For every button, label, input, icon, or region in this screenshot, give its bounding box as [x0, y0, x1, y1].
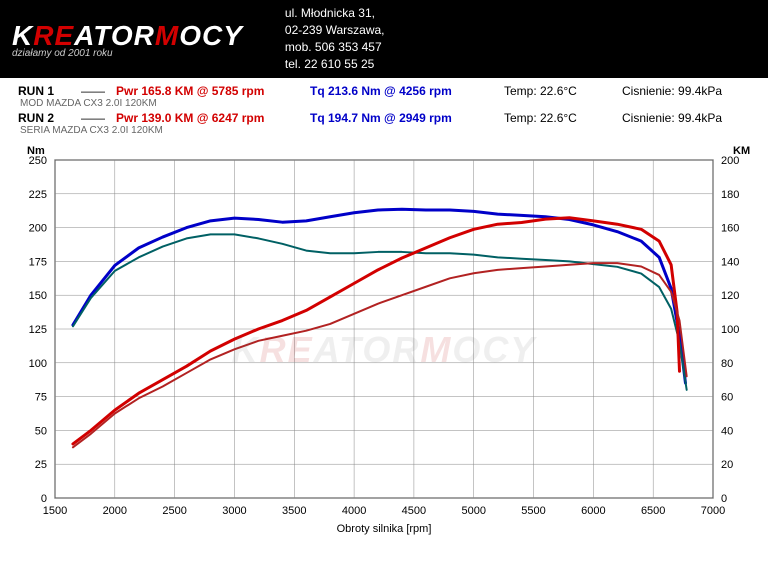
- run-car-description: MOD MAZDA CX3 2.0I 120KM: [20, 98, 750, 109]
- run-row: RUN 1 —— Pwr 165.8 KM @ 5785 rpm Tq 213.…: [18, 84, 750, 98]
- run-torque: Tq 213.6 Nm @ 4256 rpm: [310, 84, 496, 98]
- svg-text:100: 100: [29, 358, 47, 370]
- run-temperature: Temp: 22.6°C: [504, 84, 614, 98]
- svg-text:75: 75: [35, 392, 47, 404]
- svg-text:160: 160: [721, 223, 739, 235]
- svg-text:4000: 4000: [342, 505, 366, 517]
- dyno-chart: 1500200025003000350040004500500055006000…: [0, 140, 768, 560]
- run-power: Pwr 165.8 KM @ 5785 rpm: [116, 84, 302, 98]
- svg-text:0: 0: [41, 493, 47, 505]
- svg-text:6500: 6500: [641, 505, 665, 517]
- svg-text:4500: 4500: [402, 505, 426, 517]
- contact-info: ul. Młodnicka 31, 02-239 Warszawa, mob. …: [285, 5, 385, 72]
- run-label: RUN 1: [18, 84, 70, 98]
- run-pressure: Cisnienie: 99.4kPa: [622, 84, 722, 98]
- svg-text:180: 180: [721, 189, 739, 201]
- svg-text:5000: 5000: [461, 505, 485, 517]
- svg-text:25: 25: [35, 459, 47, 471]
- run-pressure: Cisnienie: 99.4kPa: [622, 111, 722, 125]
- svg-text:225: 225: [29, 189, 47, 201]
- svg-text:175: 175: [29, 256, 47, 268]
- svg-text:50: 50: [35, 425, 47, 437]
- run-power: Pwr 139.0 KM @ 6247 rpm: [116, 111, 302, 125]
- run-torque: Tq 194.7 Nm @ 2949 rpm: [310, 111, 496, 125]
- svg-text:150: 150: [29, 290, 47, 302]
- svg-text:20: 20: [721, 459, 733, 471]
- svg-text:6000: 6000: [581, 505, 605, 517]
- run-temperature: Temp: 22.6°C: [504, 111, 614, 125]
- svg-text:3000: 3000: [222, 505, 246, 517]
- svg-text:KM: KM: [733, 145, 750, 157]
- svg-text:40: 40: [721, 425, 733, 437]
- svg-text:100: 100: [721, 324, 739, 336]
- runs-info: RUN 1 —— Pwr 165.8 KM @ 5785 rpm Tq 213.…: [0, 78, 768, 140]
- svg-text:120: 120: [721, 290, 739, 302]
- chart-series: [73, 209, 687, 447]
- chart-svg: 1500200025003000350040004500500055006000…: [0, 140, 768, 560]
- svg-text:Nm: Nm: [27, 145, 45, 157]
- contact-city: 02-239 Warszawa,: [285, 22, 385, 39]
- run-row: RUN 2 —— Pwr 139.0 KM @ 6247 rpm Tq 194.…: [18, 111, 750, 125]
- svg-text:2500: 2500: [162, 505, 186, 517]
- logo: KREATORMOCY działamy od 2001 roku: [0, 16, 255, 63]
- svg-text:1500: 1500: [43, 505, 67, 517]
- run-car-description: SERIA MAZDA CX3 2.0I 120KM: [20, 125, 750, 136]
- svg-text:125: 125: [29, 324, 47, 336]
- svg-text:0: 0: [721, 493, 727, 505]
- svg-text:2000: 2000: [103, 505, 127, 517]
- svg-text:7000: 7000: [701, 505, 725, 517]
- svg-text:140: 140: [721, 256, 739, 268]
- svg-text:80: 80: [721, 358, 733, 370]
- dyno-chart-container: KREATORMOCY działamy od 2001 roku ul. Mł…: [0, 0, 768, 576]
- contact-address: ul. Młodnicka 31,: [285, 5, 385, 22]
- header: KREATORMOCY działamy od 2001 roku ul. Mł…: [0, 0, 768, 78]
- svg-text:Obroty silnika [rpm]: Obroty silnika [rpm]: [337, 523, 432, 535]
- svg-text:200: 200: [29, 223, 47, 235]
- run-label: RUN 2: [18, 111, 70, 125]
- logo-text: KREATORMOCY: [12, 20, 243, 52]
- chart-labels: 1500200025003000350040004500500055006000…: [27, 145, 750, 535]
- contact-mobile: mob. 506 353 457: [285, 39, 385, 56]
- svg-text:3500: 3500: [282, 505, 306, 517]
- run-line-style: ——: [78, 111, 108, 125]
- svg-text:60: 60: [721, 392, 733, 404]
- run-line-style: ——: [78, 84, 108, 98]
- svg-text:5500: 5500: [521, 505, 545, 517]
- contact-tel: tel. 22 610 55 25: [285, 56, 385, 73]
